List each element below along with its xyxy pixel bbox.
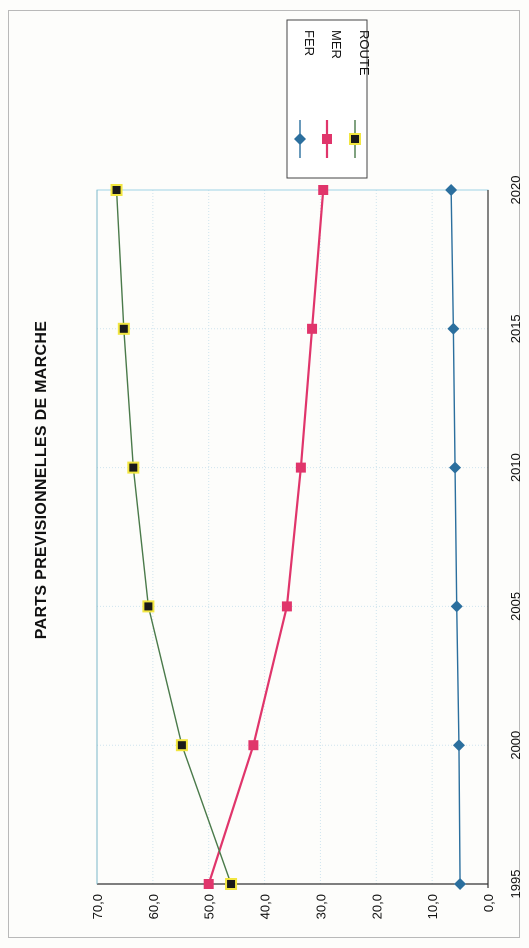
x-tick-label: 1995 [508,870,523,899]
data-point-fer [452,739,465,752]
series-line-fer [450,189,461,885]
data-point-route [177,741,186,750]
legend-label-group: MER [329,30,344,59]
data-point-fer [447,322,460,335]
data-point-mer [281,601,292,612]
data-point-route [112,186,121,194]
x-tick-label: 2000 [508,731,523,760]
y-tick-label-group: 40,0 [258,894,273,919]
y-tick-label: 20,0 [369,894,384,919]
y-tick-label: 30,0 [313,894,328,919]
x-tick-label-group: 1995 [508,870,523,899]
legend-label-group: ROUTE [357,30,372,76]
series-line-mer [207,189,325,885]
y-tick-label: 0,0 [481,894,496,912]
x-tick-label: 2020 [508,176,523,205]
y-tick-label-group: 10,0 [425,894,440,919]
x-tick-label-group: 2015 [508,314,523,343]
chart-frame [8,10,520,938]
legend-label: MER [329,30,344,59]
y-tick-label: 50,0 [202,894,217,919]
data-point-route [119,324,128,333]
y-tick-label-group: 60,0 [146,894,161,919]
axes [96,189,489,888]
y-tick-label-group: 50,0 [202,894,217,919]
data-point-route [351,135,359,143]
y-tick-label-group: 0,0 [481,894,496,912]
legend-label-group: FER [302,30,317,56]
series-line-route [115,189,232,885]
x-tick-label: 2005 [508,592,523,621]
x-tick-label-group: 2020 [508,176,523,205]
x-tick-label-group: 2010 [508,453,523,482]
data-point-fer [450,600,463,613]
legend: FER MER ROUTE [286,19,372,179]
data-point-fer [454,878,467,890]
x-tick-label-group: 2005 [508,592,523,621]
y-tick-label: 60,0 [146,894,161,919]
plot-area [96,189,489,885]
legend-label: ROUTE [357,30,372,76]
y-tick-label: 70,0 [90,894,105,919]
grid-lines [96,189,489,885]
data-point-mer [248,740,259,751]
data-point-mer [203,879,214,889]
data-point-fer [294,133,306,145]
data-point-mer [295,462,306,473]
y-tick-label-group: 30,0 [313,894,328,919]
x-tick-label-group: 2000 [508,731,523,760]
y-tick-labels: 0,0 10,0 20,0 30,0 40,0 50,0 60,0 70,0 [90,894,496,919]
y-tick-label: 40,0 [258,894,273,919]
data-point-route [144,602,153,611]
legend-label: FER [302,30,317,56]
y-tick-label: 10,0 [425,894,440,919]
y-tick-label-group: 20,0 [369,894,384,919]
data-point-route [129,463,138,472]
chart-title: PARTS PREVISIONNELLES DE MARCHE [33,321,50,639]
data-point-mer [322,134,332,144]
data-point-mer [307,323,318,334]
data-point-route [227,880,236,888]
data-point-mer [318,185,329,195]
x-tick-label: 2010 [508,453,523,482]
series-lines [110,184,467,890]
y-tick-label-group: 70,0 [90,894,105,919]
x-tick-label: 2015 [508,314,523,343]
x-tick-labels: 1995 2000 2005 2010 2015 2020 [508,176,523,899]
data-point-fer [449,461,462,474]
data-point-fer [445,184,458,196]
